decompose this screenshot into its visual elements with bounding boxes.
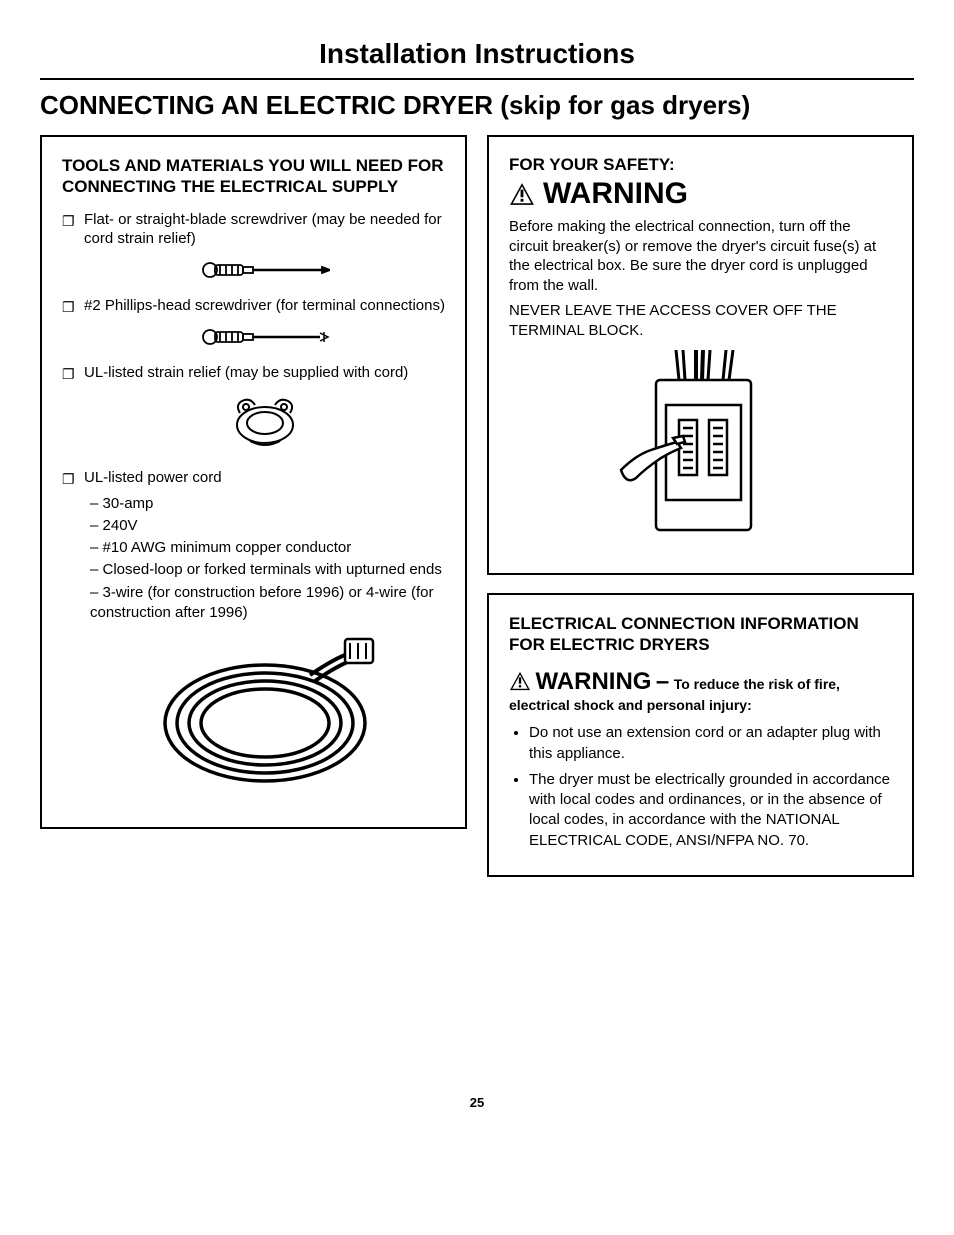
- warning-triangle-icon: [509, 182, 535, 206]
- right-column: FOR YOUR SAFETY: WARNING Before making t…: [487, 135, 914, 895]
- bullet-item: Do not use an extension cord or an adapt…: [529, 723, 892, 764]
- electrical-info-box: ELECTRICAL CONNECTION INFORMATION FOR EL…: [487, 593, 914, 877]
- page-title: Installation Instructions: [40, 38, 914, 70]
- checklist-text: UL-listed power cord: [84, 469, 222, 486]
- checkbox-icon: ❐: [62, 365, 75, 383]
- checklist-item: ❐ Flat- or straight-blade screwdriver (m…: [62, 210, 445, 287]
- warning-word: WARNING: [543, 179, 688, 209]
- safety-paragraph: Before making the electrical connection,…: [509, 217, 892, 295]
- inline-warning-header: WARNING – To reduce the risk of fire, el…: [509, 668, 892, 716]
- warning-dash: –: [656, 668, 669, 695]
- info-heading: ELECTRICAL CONNECTION INFORMATION FOR EL…: [509, 613, 892, 656]
- checklist-item: ❐ #2 Phillips-head screwdriver (for term…: [62, 296, 445, 353]
- checklist-text: UL-listed strain relief (may be supplied…: [84, 364, 408, 381]
- checklist-item: ❐ UL-listed strain relief (may be suppli…: [62, 363, 445, 458]
- warning-triangle-icon: [509, 671, 531, 691]
- warning-word: WARNING: [535, 668, 651, 695]
- checkbox-icon: ❐: [62, 212, 75, 230]
- safety-caps-paragraph: NEVER LEAVE THE ACCESS COVER OFF THE TER…: [509, 301, 892, 340]
- spec-item: Closed-loop or forked terminals with upt…: [90, 560, 445, 580]
- warning-header: WARNING: [509, 179, 892, 209]
- breaker-box-illustration: [509, 350, 892, 545]
- warning-bullets: Do not use an extension cord or an adapt…: [509, 723, 892, 851]
- tools-heading: TOOLS AND MATERIALS YOU WILL NEED FOR CO…: [62, 155, 445, 198]
- checklist-text: Flat- or straight-blade screwdriver (may…: [84, 211, 442, 248]
- spec-item: #10 AWG minimum copper conductor: [90, 538, 445, 558]
- spec-item: 3-wire (for construction before 1996) or…: [90, 583, 445, 624]
- spec-item: 30-amp: [90, 494, 445, 514]
- left-column: TOOLS AND MATERIALS YOU WILL NEED FOR CO…: [40, 135, 467, 847]
- horizontal-rule: [40, 78, 914, 80]
- page-number: 25: [40, 1095, 914, 1110]
- tools-materials-box: TOOLS AND MATERIALS YOU WILL NEED FOR CO…: [40, 135, 467, 829]
- safety-warning-box: FOR YOUR SAFETY: WARNING Before making t…: [487, 135, 914, 575]
- bullet-item: The dryer must be electrically grounded …: [529, 770, 892, 851]
- spec-item: 240V: [90, 516, 445, 536]
- checkbox-icon: ❐: [62, 470, 75, 488]
- checklist-text: #2 Phillips-head screwdriver (for termin…: [84, 297, 445, 314]
- power-cord-illustration: [84, 633, 445, 799]
- section-title: CONNECTING AN ELECTRIC DRYER (skip for g…: [40, 90, 914, 121]
- flat-screwdriver-illustration: [84, 259, 445, 287]
- two-column-layout: TOOLS AND MATERIALS YOU WILL NEED FOR CO…: [40, 135, 914, 895]
- checklist-item: ❐ UL-listed power cord 30-amp 240V #10 A…: [62, 468, 445, 799]
- phillips-screwdriver-illustration: [84, 326, 445, 354]
- strain-relief-illustration: [84, 393, 445, 459]
- tools-checklist: ❐ Flat- or straight-blade screwdriver (m…: [62, 210, 445, 799]
- safety-label: FOR YOUR SAFETY:: [509, 155, 892, 175]
- checkbox-icon: ❐: [62, 298, 75, 316]
- power-cord-specs: 30-amp 240V #10 AWG minimum copper condu…: [84, 494, 445, 624]
